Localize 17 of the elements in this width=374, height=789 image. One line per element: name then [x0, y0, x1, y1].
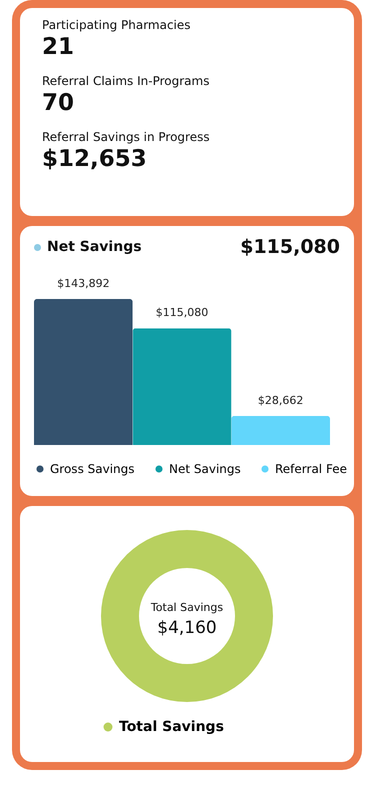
text: Referral Claims In-Programs: [42, 74, 210, 88]
legend-label: Net Savings: [169, 462, 241, 476]
text: 21: [42, 34, 76, 60]
text: Referral Savings in Progress: [42, 130, 211, 144]
text: Participating Pharmacies: [42, 18, 192, 32]
data-label: $143,892: [57, 277, 110, 290]
legend-label: Gross Savings: [50, 462, 135, 476]
chart-title: Net Savings: [47, 239, 143, 255]
data-label: $28,662: [258, 394, 304, 407]
text: 70: [42, 90, 76, 116]
data-label: $115,080: [156, 306, 208, 320]
text: $12,653: [42, 146, 148, 172]
legend-label: Total Savings: [119, 719, 224, 735]
text: $4,160: [157, 618, 217, 638]
legend-label: Referral Fee: [275, 462, 347, 476]
text: Total Savings: [150, 601, 224, 614]
chart-subtitle: $115,080: [240, 236, 340, 258]
